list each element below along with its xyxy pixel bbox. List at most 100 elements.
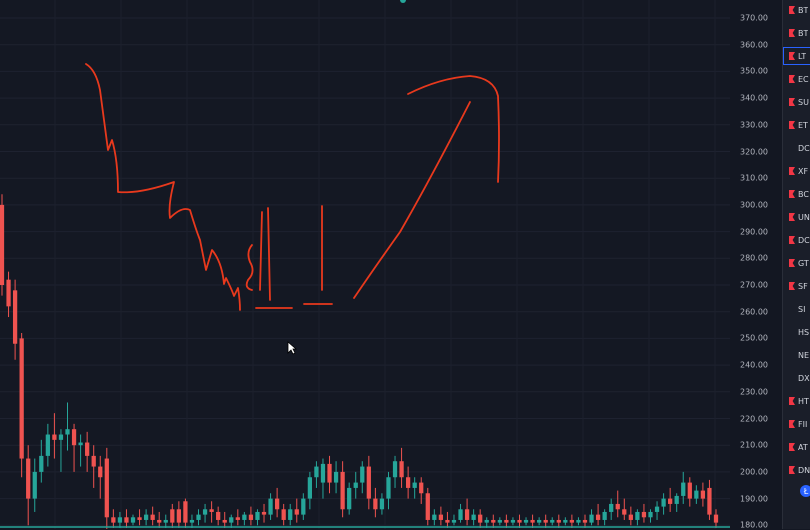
flag-icon[interactable] [789, 190, 795, 198]
candle-down [0, 204, 5, 285]
price-tick-label: 320.00 [740, 147, 768, 156]
candle-down [373, 498, 378, 510]
flag-icon[interactable] [789, 443, 795, 451]
flag-icon[interactable] [789, 397, 795, 405]
candle-down [235, 517, 240, 520]
candle-up [32, 471, 37, 499]
candle-down [261, 511, 267, 515]
coin-logo-icon: Ł [800, 485, 810, 497]
candle-up [58, 434, 64, 440]
watchlist-item[interactable]: XF [783, 162, 810, 180]
flag-icon[interactable] [789, 98, 795, 106]
candle-down [183, 501, 188, 523]
watchlist-item[interactable]: FII [783, 415, 810, 433]
candle-down [543, 519, 548, 523]
candle-up [451, 519, 457, 523]
candlestick-chart[interactable] [0, 0, 730, 529]
watchlist-item[interactable]: HS [783, 323, 810, 341]
price-tick-label: 210.00 [740, 440, 768, 450]
candle-down [628, 514, 633, 520]
flag-icon[interactable] [789, 236, 795, 244]
watchlist-item[interactable]: NE [783, 346, 810, 364]
candle-up [314, 466, 319, 478]
flag-icon[interactable] [789, 6, 795, 14]
watchlist-item[interactable]: AT [783, 438, 810, 456]
watchlist-item[interactable]: DN [783, 461, 810, 479]
watchlist-symbol: SU [798, 97, 809, 107]
candle-down [340, 471, 345, 510]
freehand-stroke-up-arrow [353, 75, 500, 299]
price-tick-label: 280.00 [740, 253, 768, 263]
candle-down [216, 511, 221, 520]
watchlist-item[interactable]: BT [783, 1, 810, 19]
candle-up [523, 519, 529, 523]
flag-icon[interactable] [789, 466, 795, 474]
flag-icon[interactable] [789, 282, 795, 290]
flag-icon[interactable] [789, 420, 795, 428]
watchlist-item[interactable]: BC [783, 185, 810, 203]
candle-up [130, 517, 136, 523]
watchlist-item[interactable]: SF [783, 277, 810, 295]
watchlist-item[interactable]: HT [783, 392, 810, 410]
price-axis[interactable]: 370.00 360.00 350.00 340.00 330.00 320.00 310.… [730, 0, 782, 530]
flag-icon[interactable] [789, 121, 795, 129]
candle-up [432, 514, 437, 520]
candle-up [288, 509, 293, 520]
candle-down [91, 455, 96, 467]
candle-down [71, 429, 77, 446]
flag-icon[interactable] [789, 167, 795, 175]
candle-down [700, 490, 706, 499]
watchlist-item[interactable]: SU [783, 93, 810, 111]
candle-down [517, 519, 522, 523]
candle-down [668, 498, 673, 504]
candle-down [687, 482, 692, 499]
price-tick-label: 240.00 [740, 360, 768, 370]
flag-icon[interactable] [789, 52, 795, 60]
candle-up [268, 498, 273, 515]
candle-down [405, 477, 411, 488]
watchlist-item[interactable]: LT [783, 47, 810, 65]
flag-icon[interactable] [789, 29, 795, 37]
flag-icon[interactable] [789, 213, 795, 221]
candle-up [163, 519, 168, 523]
candle-down [157, 519, 162, 523]
watchlist-item[interactable]: GT [783, 254, 810, 272]
watchlist-symbol: HT [798, 396, 809, 406]
freehand-drawing[interactable] [85, 63, 500, 311]
candle-up [242, 514, 247, 520]
watchlist-item[interactable]: DC [783, 139, 810, 157]
candle-up [78, 442, 83, 446]
watchlist-item[interactable]: UN [783, 208, 810, 226]
candle-down [294, 509, 299, 515]
candle-down [170, 509, 175, 523]
candle-up [537, 519, 542, 523]
candle-down [19, 338, 24, 459]
candle-down [419, 482, 424, 494]
freehand-stroke-letters-1 [245, 207, 293, 309]
candle-down [445, 519, 450, 523]
candle-down [491, 519, 496, 523]
candle-down [281, 509, 286, 520]
watchlist-item[interactable]: EC [783, 70, 810, 88]
watchlist-item[interactable]: DC [783, 231, 810, 249]
candle-down [85, 442, 90, 456]
flag-icon[interactable] [789, 259, 795, 267]
candle-up [635, 511, 640, 520]
candle-down [569, 519, 575, 523]
watchlist-item[interactable]: SI [783, 300, 810, 318]
watchlist-item[interactable]: DX [783, 369, 810, 387]
candle-down [504, 519, 509, 523]
candle-down [6, 279, 11, 307]
candle-down [26, 458, 31, 499]
watchlist-symbol: BT [798, 28, 809, 38]
watchlist-panel[interactable]: BT BT LT EC SU ET DC XF BC UN DC GT SF SI HS NE DX HT FII A… [782, 0, 810, 529]
candle-up [510, 519, 516, 523]
price-tick-label: 190.00 [740, 494, 768, 504]
watchlist-item[interactable]: BT [783, 24, 810, 42]
candle-down [582, 519, 588, 523]
watchlist-symbol: XF [798, 166, 809, 176]
watchlist-item[interactable]: ET [783, 116, 810, 134]
watchlist-symbol: AT [798, 442, 808, 452]
flag-icon[interactable] [789, 75, 795, 83]
chart-pane[interactable] [0, 0, 730, 529]
